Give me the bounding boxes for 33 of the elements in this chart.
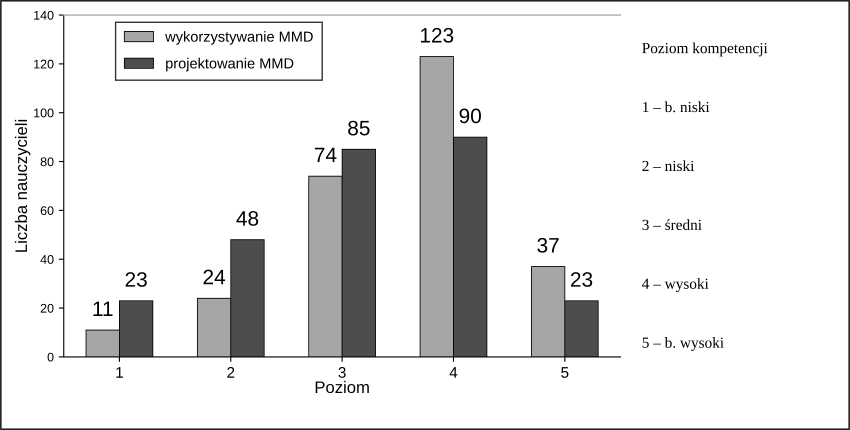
y-tick-label: 60 [40,206,54,216]
x-axis-title: Poziom [316,380,369,394]
x-tick-label: 4 [450,367,458,378]
x-tick-label: 1 [116,367,123,378]
legend-label: projektowanie MMD [166,58,294,72]
data-label: 37 [537,238,559,253]
text: 1 – b. niski [643,101,710,112]
data-label: 90 [460,108,481,124]
data-label: 23 [126,272,147,287]
data-label: 74 [314,148,336,162]
text: 4 – wysoki [642,278,709,292]
data-label: 24 [204,270,226,284]
text: 3 – średni [642,219,702,230]
x-tick-label: 5 [561,367,568,378]
data-label: 23 [570,272,592,287]
text: 5 – b. wysoki [642,337,724,351]
y-axis-title: Liczba nauczycieli [14,120,30,252]
x-tick-label: 2 [227,367,234,378]
text: Poziom kompetencji [642,42,768,56]
y-tick-label: 80 [40,157,54,166]
legend-label: wykorzystywanie MMD [165,31,313,45]
data-label: 11 [93,302,113,316]
y-tick-label: 0 [48,352,54,362]
data-label: 123 [420,28,454,43]
x-tick-label: 3 [338,367,346,378]
text: 2 – niski [642,160,694,172]
y-tick-label: 40 [40,255,54,264]
data-label: 85 [348,120,370,136]
y-tick-label: 140 [34,10,54,20]
data-label: 48 [236,211,258,226]
y-tick-label: 120 [34,60,54,69]
y-tick-label: 20 [40,304,54,313]
y-tick-label: 100 [34,108,54,118]
